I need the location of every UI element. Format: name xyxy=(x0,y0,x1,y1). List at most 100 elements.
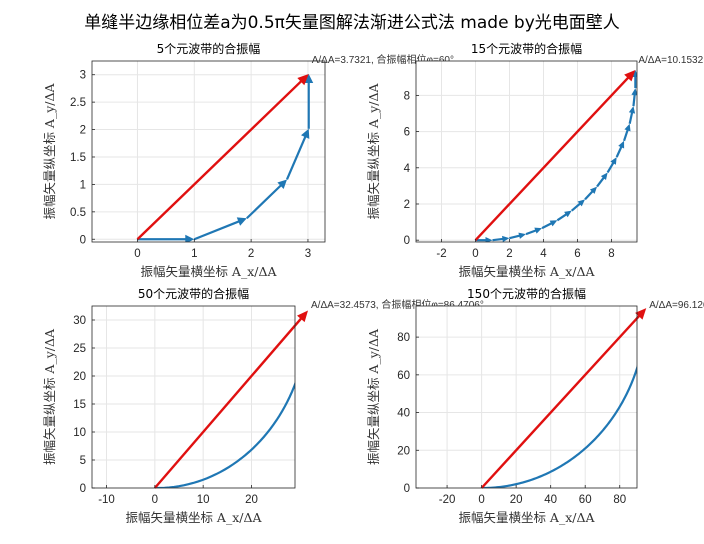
phasor-segment xyxy=(541,221,553,230)
phasor-segment xyxy=(285,134,307,180)
y-tick-label: 0 xyxy=(80,483,86,495)
y-tick-label: 1 xyxy=(80,179,86,191)
phasor-chain-series xyxy=(154,381,295,488)
x-tick-label: 40 xyxy=(544,494,557,506)
y-tick-label: 2.5 xyxy=(70,97,86,109)
axes-box xyxy=(415,305,638,489)
x-axis-label: 振幅矢量横坐标 A_x/ΔA xyxy=(140,264,277,279)
phasor-arrowhead xyxy=(485,236,493,242)
phasor-segment xyxy=(246,183,283,220)
x-tick-label: -10 xyxy=(98,494,115,506)
phasor-segment xyxy=(492,237,504,242)
resultant-arrow xyxy=(474,75,631,242)
x-tick-label: -2 xyxy=(436,248,446,260)
x-tick-label: 3 xyxy=(305,248,311,260)
subplot-2: -2 0 2 4 6 8 0 2 4 6 8 15个元波带的合振幅 A/ΔA=10.1532, 合振幅相… xyxy=(366,41,704,279)
y-tick-label: 2 xyxy=(80,125,86,137)
plot-area xyxy=(416,306,637,488)
x-tick-label: 60 xyxy=(579,494,592,506)
resultant-arrowhead xyxy=(297,73,309,86)
x-tick-label: -20 xyxy=(439,494,456,506)
y-tick-label: 0 xyxy=(404,483,410,495)
y-tick-label: 0 xyxy=(404,235,410,247)
phasor-segment xyxy=(556,212,568,222)
x-tick-label: 1 xyxy=(191,248,197,260)
x-tick-label: 20 xyxy=(245,494,258,506)
y-tick-label: 30 xyxy=(73,315,86,327)
y-axis-label: 振幅矢量纵坐标 A_y/ΔA xyxy=(42,82,57,219)
phasor-arrowhead xyxy=(277,179,287,189)
phasor-arrowhead xyxy=(304,73,314,83)
x-axis-label: 振幅矢量横坐标 A_x/ΔA xyxy=(125,510,262,525)
phasor-arrowhead xyxy=(610,157,617,165)
resultant-annotation: A/ΔA=10.1532, 合振幅相位φ=78.75° xyxy=(638,53,704,66)
y-tick-label: 4 xyxy=(404,163,411,175)
phasor-segment xyxy=(525,229,538,236)
resultant-arrowhead xyxy=(624,69,636,82)
phasor-arrowhead xyxy=(631,88,637,96)
y-tick-label: 6 xyxy=(404,127,410,139)
y-tick-label: 60 xyxy=(397,370,410,382)
phasor-arrowhead xyxy=(628,106,636,114)
phasor-arrowhead xyxy=(301,128,310,139)
phasor-arrowhead xyxy=(518,232,526,239)
phasor-segment xyxy=(509,234,521,240)
y-axis-label: 振幅矢量纵坐标 A_y/ΔA xyxy=(42,328,57,465)
resultant-arrow xyxy=(136,79,304,241)
y-tick-label: 40 xyxy=(397,408,410,420)
phasor-arrowhead xyxy=(185,234,195,242)
x-tick-label: 2 xyxy=(248,248,254,260)
x-tick-label: 2 xyxy=(506,248,512,260)
resultant-arrowhead xyxy=(297,310,309,323)
y-tick-label: 0.5 xyxy=(70,207,86,219)
subplot-3: -10 0 10 2005101520253050个元波带的合振幅A/ΔA=32.45… xyxy=(42,286,484,525)
x-axis-label: 振幅矢量横坐标 A_x/ΔA xyxy=(458,264,595,279)
resultant-arrow xyxy=(480,313,642,489)
y-tick-label: 80 xyxy=(397,332,410,344)
phasor-arrowhead xyxy=(502,235,510,242)
x-axis-label: 振幅矢量横坐标 A_x/ΔA xyxy=(458,510,595,525)
phasor-segment xyxy=(193,219,241,241)
phasor-segment xyxy=(584,189,595,201)
axes-box xyxy=(91,60,326,243)
resultant-arrow xyxy=(153,316,304,489)
phasor-arrowhead xyxy=(577,199,586,207)
y-tick-label: 8 xyxy=(404,90,410,102)
phasor-segment xyxy=(615,145,623,158)
phasor-segment xyxy=(628,111,634,124)
y-tick-label: 10 xyxy=(73,427,86,439)
x-tick-label: 20 xyxy=(510,494,523,506)
x-tick-label: 0 xyxy=(152,494,158,506)
y-axis-label: 振幅矢量纵坐标 A_y/ΔA xyxy=(366,328,381,465)
y-tick-label: 1.5 xyxy=(70,152,86,164)
phasor-segment xyxy=(623,128,629,142)
x-tick-label: 0 xyxy=(472,248,478,260)
x-tick-label: 6 xyxy=(574,248,580,260)
y-tick-label: 15 xyxy=(73,399,86,411)
phasor-arrowhead xyxy=(549,220,558,227)
phasor-arrowhead xyxy=(564,210,572,218)
axes-box xyxy=(415,60,638,243)
x-tick-label: 0 xyxy=(478,494,484,506)
x-tick-label: 0 xyxy=(134,248,140,260)
phasor-arrowhead xyxy=(624,123,631,132)
subplot-title: 150个元波带的合振幅 xyxy=(467,286,586,301)
x-tick-label: 8 xyxy=(608,248,614,260)
y-tick-label: 20 xyxy=(397,445,410,457)
subplot-4: -20 0 20 40 60 80 0 20 40 60 80 150个元波带的合振幅 A/ΔA=96.… xyxy=(366,286,704,525)
plot-area xyxy=(416,61,637,242)
axes-box xyxy=(91,305,296,489)
resultant-arrowhead xyxy=(635,308,647,320)
phasor-segment xyxy=(606,161,615,173)
phasor-arrowhead xyxy=(534,227,543,234)
y-tick-label: 3 xyxy=(80,70,86,82)
figure-suptitle: 单缝半边缘相位差a为0.5π矢量图解法渐进公式法 made by光电面壁人 xyxy=(84,13,620,33)
subplot-title: 15个元波带的合振幅 xyxy=(471,41,582,56)
resultant-annotation: A/ΔA=96.1261, 合振幅相位φ=88.8079° xyxy=(649,298,704,311)
subplot-title: 50个元波带的合振幅 xyxy=(138,286,249,301)
phasor-arrowhead xyxy=(236,217,247,226)
y-axis-label: 振幅矢量纵坐标 A_y/ΔA xyxy=(366,82,381,219)
phasor-segment xyxy=(596,176,606,188)
